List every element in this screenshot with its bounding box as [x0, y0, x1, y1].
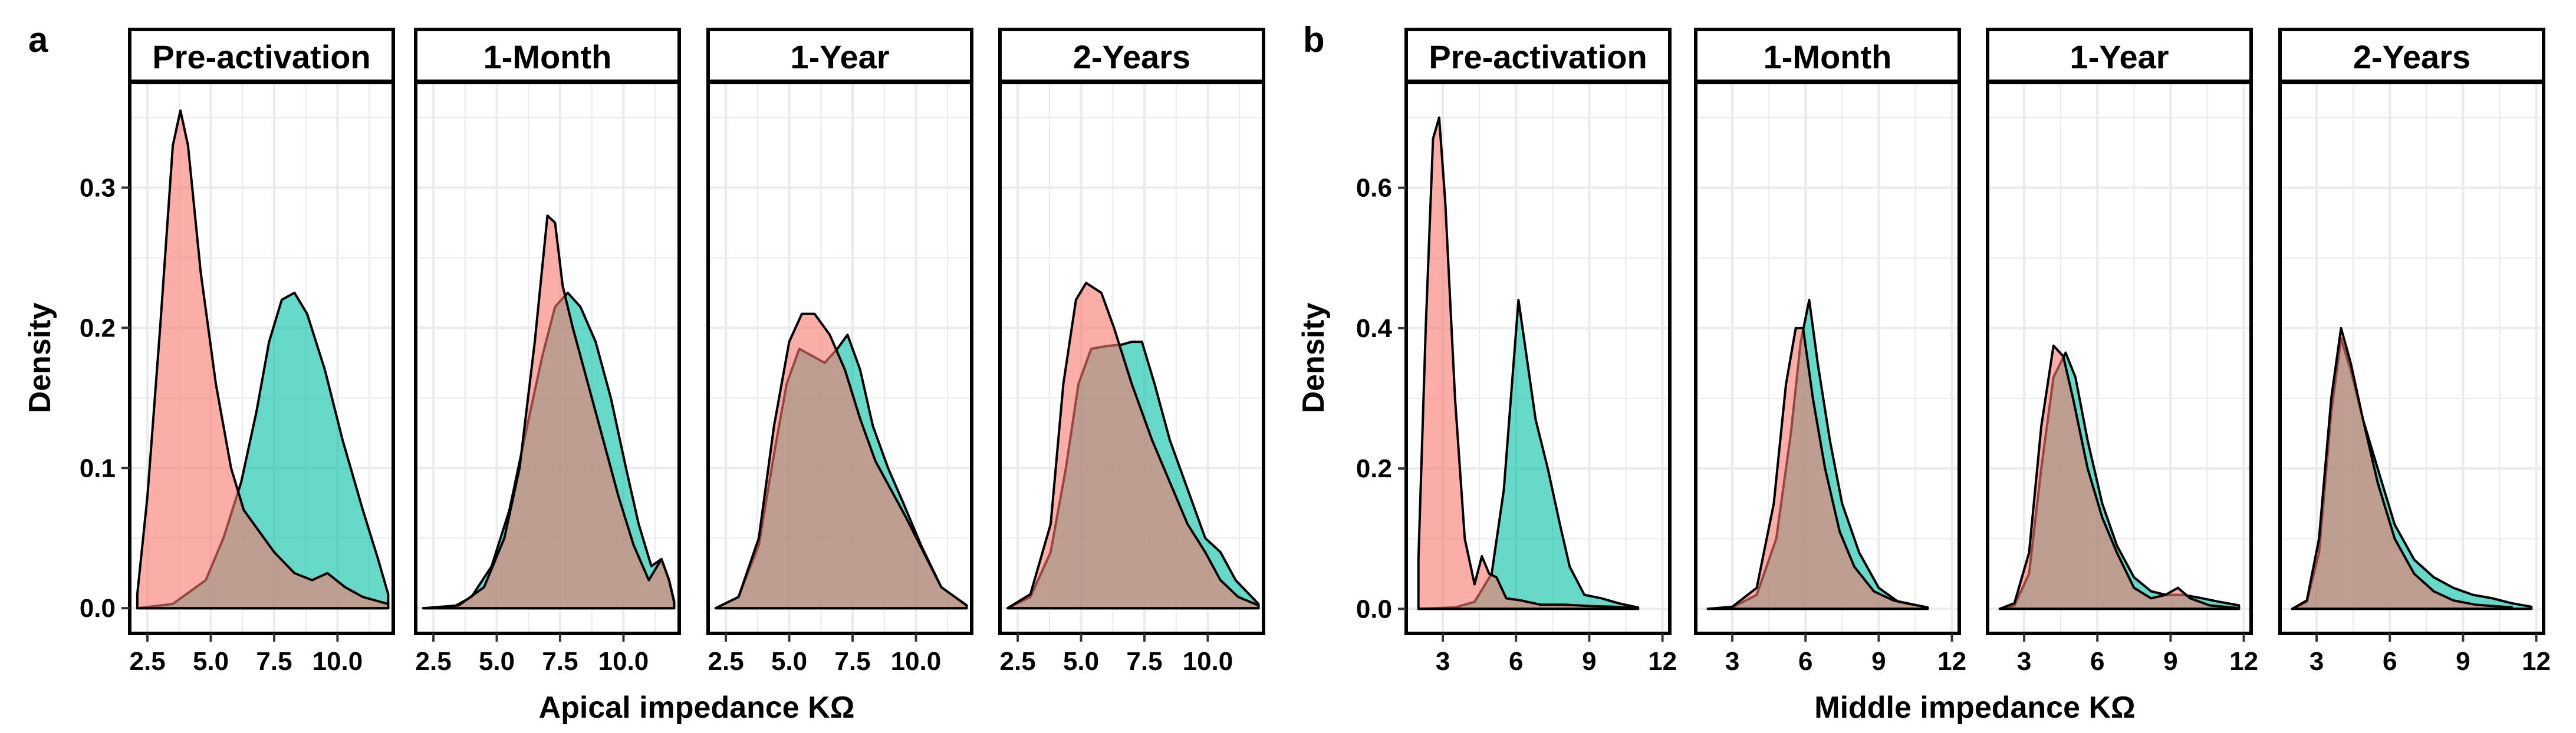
density-layers [136, 109, 390, 610]
panel-border [1404, 81, 1672, 635]
y-tick-label: 0.3 [80, 173, 116, 202]
x-axis-label-a: Apical impedance KΩ [539, 691, 855, 725]
panel-letter-a: a [28, 20, 48, 60]
x-tick-label: 5.0 [479, 647, 515, 676]
density-layers [1998, 344, 2241, 610]
x-tick-label: 10.0 [1183, 647, 1233, 676]
x-tick-label: 6 [1798, 647, 1812, 676]
y-axis-label-a: Density [23, 303, 57, 414]
x-tick-label: 3 [1725, 647, 1739, 676]
y-tick-label: 0.0 [1356, 595, 1392, 623]
panel-border [128, 81, 395, 635]
x-tick-label: 5.0 [193, 647, 229, 676]
x-tick-label: 7.5 [1126, 647, 1162, 676]
density-red [2291, 326, 2514, 610]
x-tick-label: 12 [2522, 647, 2551, 676]
x-tick-label: 12 [2229, 647, 2258, 676]
facet-strip-label: 2-Years [2353, 38, 2470, 75]
facet-strip-label: 2-Years [1073, 38, 1190, 75]
x-tick-label: 10.0 [598, 647, 649, 676]
x-tick-label: 3 [1436, 647, 1450, 676]
facet-strip-label: Pre-activation [152, 38, 370, 75]
density-red [1417, 116, 1640, 610]
x-tick-label: 2.5 [130, 647, 166, 676]
facet-a-3: 1-Year 2.5 5.0 7.5 10.0 [706, 28, 973, 676]
facet-a-1: Pre-activation 2.5 5.0 7.5 10.0 0.0 0.1 0.2 0.3 [80, 28, 395, 676]
panel-border [2278, 81, 2545, 635]
facet-strip [1694, 28, 1961, 83]
y-tick-label: 0.2 [80, 313, 116, 342]
x-tick-label: 7.5 [834, 647, 870, 676]
facet-strip [1986, 28, 2253, 83]
density-layers [1417, 116, 1640, 610]
facet-strip [414, 28, 681, 83]
y-tick-label: 0.1 [80, 454, 116, 483]
density-red [1998, 344, 2241, 610]
facet-strip-label: 1-Month [483, 38, 612, 75]
x-tick-label: 2.5 [708, 647, 744, 676]
x-tick-label: 6 [2090, 647, 2104, 676]
density-layers [1706, 299, 1929, 610]
density-layers [422, 214, 676, 610]
panel-border [998, 81, 1265, 635]
x-tick-label: 12 [1648, 647, 1677, 676]
density-layers [714, 312, 968, 610]
x-tick-label: 9 [1582, 647, 1596, 676]
x-tick-label: 3 [2309, 647, 2324, 676]
y-axis-label-b: Density [1297, 303, 1331, 414]
x-tick-label: 9 [1871, 647, 1886, 676]
facet-a-4: 2-Years 2.5 5.0 7.5 10.0 [998, 28, 1265, 676]
y-tick-label: 0.4 [1356, 314, 1393, 343]
y-tick-label: 0.0 [80, 594, 116, 623]
x-axis-label-b: Middle impedance KΩ [1814, 691, 2135, 725]
x-tick-label: 2.5 [1000, 647, 1036, 676]
x-tick-label: 7.5 [256, 647, 292, 676]
facet-strip-label: 1-Month [1764, 38, 1892, 75]
density-red [136, 109, 390, 610]
facet-strip-label: Pre-activation [1429, 38, 1647, 75]
panel-letter-b: b [1303, 20, 1325, 60]
x-tick-label: 9 [2163, 647, 2177, 676]
density-red [1006, 282, 1260, 610]
x-tick-label: 10.0 [312, 647, 363, 676]
density-red [422, 214, 676, 610]
y-tick-label: 0.6 [1356, 174, 1392, 203]
x-tick-label: 5.0 [771, 647, 807, 676]
panel-border [706, 81, 973, 635]
facet-strip [2278, 28, 2545, 83]
x-tick-label: 9 [2456, 647, 2470, 676]
panel-border [414, 81, 681, 635]
x-tick-label: 7.5 [542, 647, 578, 676]
x-tick-label: 6 [2383, 647, 2397, 676]
facet-strip-label: 1-Year [2070, 38, 2169, 75]
panel-border [1986, 81, 2253, 635]
facet-strip [998, 28, 1265, 83]
x-tick-label: 10.0 [891, 647, 942, 676]
facet-b-3: 1-Year 3 6 9 12 [1986, 28, 2258, 676]
density-layers [2291, 326, 2533, 610]
x-tick-label: 5.0 [1063, 647, 1099, 676]
facet-a-2: 1-Month 2.5 5.0 7.5 10.0 [414, 28, 681, 676]
facet-b-1: Pre-activation 3 6 9 12 0.0 0.2 0.4 0.6 [1356, 28, 1677, 676]
x-tick-label: 6 [1509, 647, 1523, 676]
facet-strip-label: 1-Year [790, 38, 889, 75]
x-tick-label: 12 [1937, 647, 1966, 676]
density-red [1706, 326, 1929, 610]
facet-b-4: 2-Years 3 6 9 12 [2278, 28, 2551, 676]
x-tick-label: 3 [2017, 647, 2031, 676]
panel-border [1694, 81, 1961, 635]
facet-b-2: 1-Month 3 6 9 12 [1694, 28, 1966, 676]
x-tick-label: 2.5 [416, 647, 452, 676]
density-layers [1006, 282, 1260, 610]
y-tick-label: 0.2 [1356, 454, 1392, 483]
density-red [714, 312, 968, 610]
